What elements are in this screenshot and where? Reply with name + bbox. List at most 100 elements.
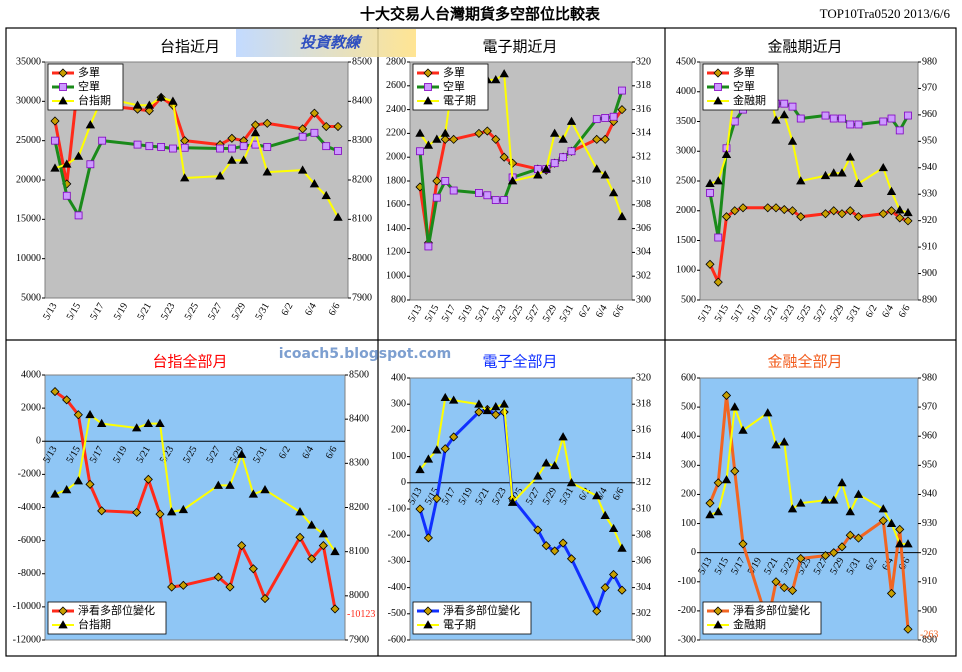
marker bbox=[482, 405, 493, 415]
marker bbox=[58, 96, 68, 105]
marker bbox=[566, 554, 577, 564]
y-tick-label: 300 bbox=[681, 460, 696, 471]
marker bbox=[225, 582, 235, 592]
marker bbox=[483, 191, 492, 200]
marker bbox=[432, 493, 442, 504]
marker bbox=[156, 92, 166, 101]
y-tick-label: 2000 bbox=[676, 205, 696, 216]
marker bbox=[713, 96, 723, 105]
marker bbox=[169, 144, 177, 153]
marker bbox=[600, 170, 610, 179]
y2-tick-label: 8500 bbox=[352, 56, 372, 67]
marker bbox=[86, 160, 95, 169]
marker bbox=[166, 507, 177, 516]
y2-tick-label: 8400 bbox=[352, 96, 372, 107]
marker bbox=[845, 507, 855, 516]
marker bbox=[600, 510, 610, 519]
y2-tick-label: 960 bbox=[922, 109, 937, 120]
y-tick-label: 2800 bbox=[386, 56, 406, 67]
y2-tick-label: 930 bbox=[922, 189, 937, 200]
marker bbox=[50, 116, 60, 126]
y-tick-label: 35000 bbox=[16, 56, 41, 67]
page-title: 十大交易人台灣期貨多空部位比較表 bbox=[360, 5, 601, 23]
y-tick-label: 2500 bbox=[676, 175, 696, 186]
legend-label: 淨看多部位變化 bbox=[443, 603, 520, 617]
logo-text: 投資教練 bbox=[300, 33, 363, 51]
marker bbox=[96, 418, 107, 427]
legend-label: 多單 bbox=[443, 65, 465, 79]
marker bbox=[50, 163, 60, 172]
y2-tick-label: 980 bbox=[922, 56, 937, 67]
marker bbox=[58, 606, 68, 616]
marker bbox=[216, 144, 224, 153]
marker bbox=[550, 546, 560, 556]
marker bbox=[886, 518, 897, 527]
marker bbox=[432, 176, 442, 186]
marker bbox=[886, 186, 897, 195]
marker bbox=[771, 440, 781, 449]
marker bbox=[878, 209, 888, 219]
marker bbox=[306, 520, 317, 529]
y-tick-label: 25000 bbox=[16, 135, 41, 146]
marker bbox=[904, 111, 912, 120]
y-tick-label: -300 bbox=[678, 634, 696, 645]
y2-tick-label: 318 bbox=[636, 398, 651, 409]
marker bbox=[713, 606, 723, 616]
marker bbox=[878, 516, 888, 526]
marker bbox=[322, 142, 331, 151]
chart: 金融全部月 -300 -200 -100 0 100 200 300 400 500 600 890 9… bbox=[678, 353, 939, 646]
marker bbox=[213, 572, 223, 582]
marker bbox=[738, 539, 748, 549]
marker bbox=[592, 491, 602, 500]
marker bbox=[829, 114, 838, 123]
marker bbox=[260, 485, 270, 494]
marker bbox=[771, 203, 781, 213]
marker bbox=[714, 233, 723, 242]
legend-label: 台指期 bbox=[78, 93, 111, 107]
y-tick-label: -200 bbox=[388, 529, 406, 540]
marker bbox=[132, 507, 142, 518]
y2-tick-label: 8000 bbox=[349, 590, 369, 601]
marker bbox=[499, 69, 509, 78]
y-tick-label: -12000 bbox=[13, 634, 41, 645]
y-tick-label: 1000 bbox=[676, 265, 696, 276]
marker bbox=[886, 588, 897, 598]
legend-label: 金融期 bbox=[733, 93, 766, 107]
marker bbox=[423, 606, 433, 616]
marker bbox=[98, 136, 107, 145]
y-tick-label: 500 bbox=[681, 294, 696, 305]
marker bbox=[788, 102, 797, 111]
legend-label: 空單 bbox=[78, 79, 100, 93]
y-tick-label: 0 bbox=[401, 477, 406, 488]
watermark: icoach5.blogspot.com bbox=[279, 346, 451, 362]
y-tick-label: 10000 bbox=[16, 253, 41, 264]
marker bbox=[334, 146, 342, 155]
y2-tick-label: 900 bbox=[922, 268, 937, 279]
marker bbox=[131, 423, 142, 432]
marker bbox=[423, 140, 434, 149]
y2-tick-label: 970 bbox=[922, 83, 937, 94]
marker bbox=[730, 466, 740, 476]
marker bbox=[845, 206, 855, 216]
marker bbox=[713, 68, 723, 78]
panel-frames bbox=[5, 27, 957, 657]
marker bbox=[144, 100, 155, 109]
marker bbox=[295, 532, 305, 542]
marker bbox=[796, 553, 806, 564]
marker bbox=[238, 155, 249, 164]
marker bbox=[771, 115, 781, 124]
marker bbox=[721, 475, 732, 484]
marker bbox=[491, 402, 501, 411]
marker bbox=[58, 620, 68, 629]
marker bbox=[263, 143, 272, 151]
y2-tick-label: 8200 bbox=[352, 174, 372, 185]
legend-label: 台指期 bbox=[78, 617, 111, 631]
marker bbox=[549, 128, 560, 137]
y2-tick-label: 920 bbox=[922, 547, 937, 558]
y2-tick-label: 930 bbox=[922, 518, 937, 529]
marker bbox=[895, 126, 904, 135]
y2-tick-label: 900 bbox=[922, 605, 937, 616]
y-tick-label: -100 bbox=[388, 503, 406, 514]
marker bbox=[499, 399, 509, 408]
marker bbox=[549, 460, 560, 470]
